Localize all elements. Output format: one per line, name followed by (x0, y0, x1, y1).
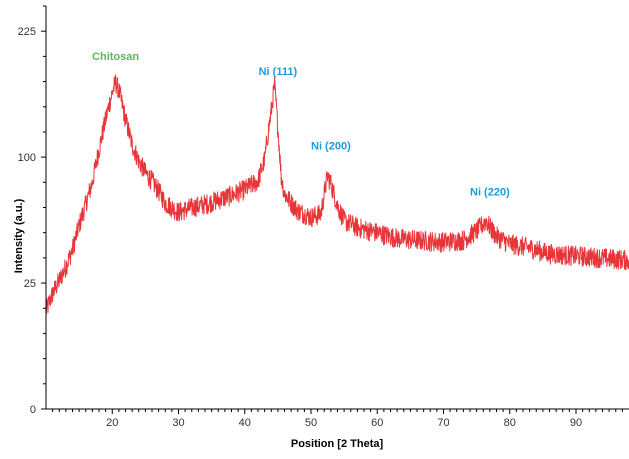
x-tick-label: 20 (106, 417, 118, 429)
x-tick-label: 50 (305, 417, 317, 429)
x-tick-label: 80 (504, 417, 516, 429)
annotations: Chitosan Ni (111) Ni (200) Ni (220) (92, 51, 510, 198)
y-tick-label: 25 (24, 278, 36, 290)
y-tick-label: 0 (30, 404, 36, 416)
peak-annotation: Chitosan (92, 51, 139, 63)
ticks: 20 30 40 50 60 70 80 90 0 25 100 225 (18, 5, 623, 429)
x-tick-label: 30 (172, 417, 184, 429)
x-tick-label: 70 (437, 417, 449, 429)
peak-annotation: Ni (111) (259, 66, 298, 78)
series-line (45, 74, 629, 315)
x-axis-label: Position [2 Theta] (291, 438, 384, 450)
plot-area (45, 74, 629, 315)
y-axis-label: Intensity (a.u.) (13, 198, 25, 273)
x-tick-label: 40 (239, 417, 251, 429)
x-tick-label: 90 (570, 417, 582, 429)
peak-annotation: Ni (200) (311, 141, 351, 153)
peak-annotation: Ni (220) (470, 186, 510, 198)
y-tick-label: 225 (18, 26, 36, 38)
y-tick-label: 100 (18, 152, 36, 164)
x-tick-label: 60 (371, 417, 383, 429)
